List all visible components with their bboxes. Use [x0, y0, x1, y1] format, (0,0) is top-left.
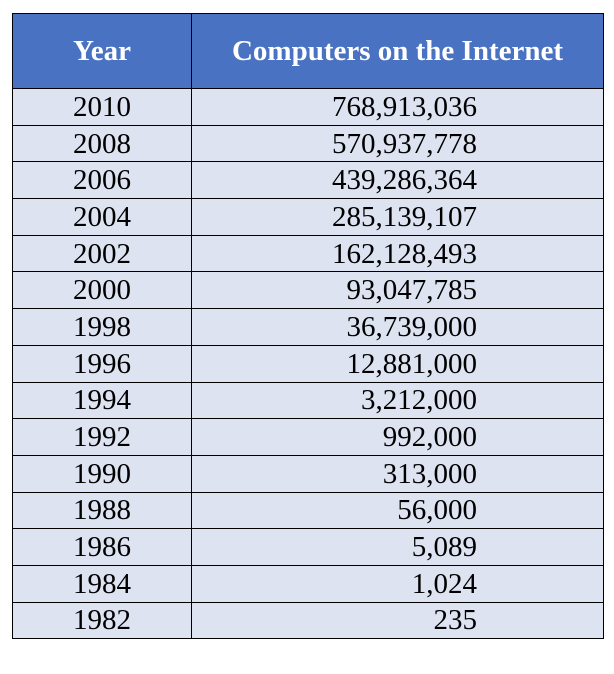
- year-cell: 2004: [12, 198, 192, 236]
- table-row: 1984 1,024: [12, 564, 604, 603]
- computers-count-cell: 162,128,493: [191, 234, 604, 273]
- table-row: 2006 439,286,364: [12, 161, 604, 200]
- computers-count-cell: 570,937,778: [191, 124, 604, 163]
- year-cell: 2002: [12, 234, 192, 273]
- computers-count-cell: 992,000: [191, 418, 604, 456]
- table-row: 1998 36,739,000: [12, 308, 604, 346]
- year-cell: 1990: [12, 454, 192, 493]
- year-cell: 2010: [12, 88, 192, 126]
- year-cell: 1982: [12, 601, 192, 640]
- computers-count-cell: 285,139,107: [191, 198, 604, 236]
- computers-count-cell: 3,212,000: [191, 381, 604, 420]
- header-row: Year Computers on the Internet: [12, 13, 604, 89]
- computers-count-cell: 12,881,000: [191, 344, 604, 383]
- table-row: 1996 12,881,000: [12, 344, 604, 383]
- computers-count-cell: 56,000: [191, 491, 604, 530]
- computers-count-cell: 1,024: [191, 564, 604, 603]
- year-cell: 1992: [12, 418, 192, 456]
- table-header: Year Computers on the Internet: [12, 13, 604, 89]
- year-cell: 1998: [12, 308, 192, 346]
- table-row: 2010 768,913,036: [12, 88, 604, 126]
- table-row: 2008 570,937,778: [12, 124, 604, 163]
- computers-count-cell: 313,000: [191, 454, 604, 493]
- computers-count-cell: 768,913,036: [191, 88, 604, 126]
- table-row: 2004 285,139,107: [12, 198, 604, 236]
- computers-count-cell: 93,047,785: [191, 271, 604, 310]
- table-row: 1988 56,000: [12, 491, 604, 530]
- table-row: 1982 235: [12, 601, 604, 640]
- computers-table: Year Computers on the Internet 2010 768,9…: [12, 13, 604, 640]
- computers-count-cell: 235: [191, 601, 604, 640]
- computers-count-cell: 5,089: [191, 528, 604, 566]
- table-row: 2002 162,128,493: [12, 234, 604, 273]
- year-cell: 2008: [12, 124, 192, 163]
- table-row: 1994 3,212,000: [12, 381, 604, 420]
- table-row: 1990 313,000: [12, 454, 604, 493]
- computers-column-header: Computers on the Internet: [191, 13, 604, 89]
- year-cell: 2006: [12, 161, 192, 200]
- table-row: 1992 992,000: [12, 418, 604, 456]
- computers-count-cell: 36,739,000: [191, 308, 604, 346]
- table-body: 2010 768,913,036 2008 570,937,778 2006 439,28…: [12, 88, 604, 640]
- year-cell: 1986: [12, 528, 192, 566]
- year-cell: 2000: [12, 271, 192, 310]
- year-cell: 1994: [12, 381, 192, 420]
- table-row: 1986 5,089: [12, 528, 604, 566]
- table-row: 2000 93,047,785: [12, 271, 604, 310]
- year-column-header: Year: [12, 13, 192, 89]
- year-cell: 1988: [12, 491, 192, 530]
- year-cell: 1984: [12, 564, 192, 603]
- year-cell: 1996: [12, 344, 192, 383]
- computers-count-cell: 439,286,364: [191, 161, 604, 200]
